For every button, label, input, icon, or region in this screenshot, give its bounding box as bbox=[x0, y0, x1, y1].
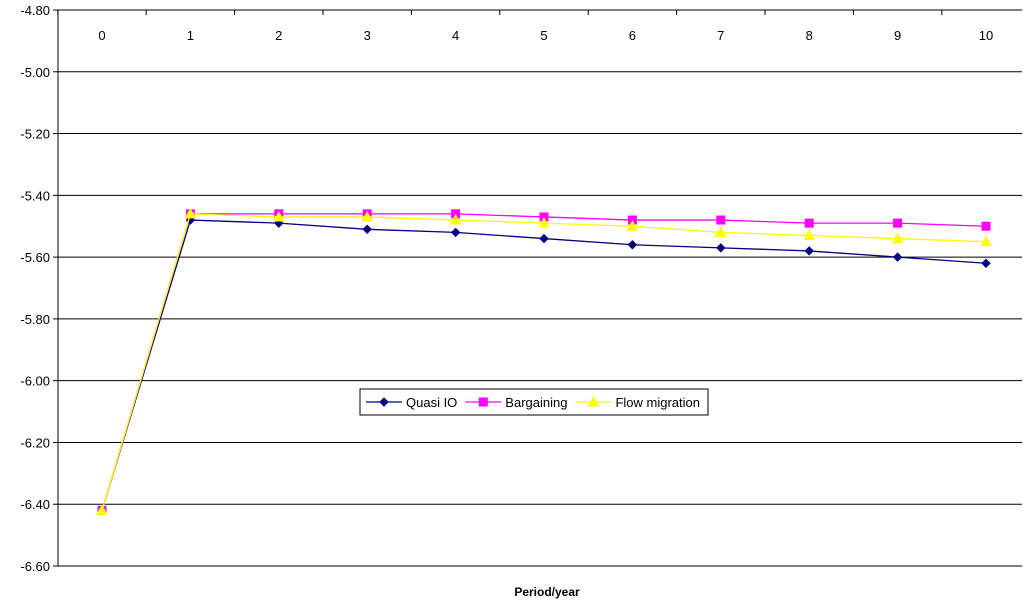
legend-label: Bargaining bbox=[505, 395, 567, 410]
x-tick-label: 6 bbox=[629, 28, 636, 43]
data-point bbox=[980, 235, 992, 247]
series-line bbox=[101, 213, 987, 511]
x-tick-label: 1 bbox=[187, 28, 194, 43]
x-axis-title: Period/year bbox=[514, 585, 580, 599]
data-point bbox=[716, 215, 726, 225]
data-point bbox=[449, 214, 462, 225]
x-tick-label: 4 bbox=[452, 28, 459, 43]
series-flow-migration bbox=[96, 207, 992, 515]
y-tick-label: -6.60 bbox=[20, 559, 50, 574]
y-tick-labels: -4.80 -5.00 -5.20 -5.40 -5.60 -5.80 -6.00 -6.20… bbox=[20, 3, 50, 574]
x-tick-label: 7 bbox=[717, 28, 724, 43]
legend-box bbox=[359, 388, 709, 416]
data-point bbox=[96, 504, 108, 515]
data-point bbox=[450, 227, 461, 238]
data-point bbox=[362, 224, 372, 235]
axes bbox=[53, 9, 1022, 567]
y-tick-label: -6.40 bbox=[20, 497, 50, 512]
y-tick-label: -5.60 bbox=[20, 250, 50, 265]
data-point bbox=[893, 218, 903, 228]
data-point bbox=[716, 243, 726, 253]
series-line bbox=[101, 213, 987, 511]
data-point bbox=[981, 221, 991, 231]
legend-label: Flow migration bbox=[615, 395, 700, 410]
x-tick-label: 5 bbox=[540, 28, 547, 43]
data-point bbox=[539, 233, 549, 244]
data-point bbox=[891, 232, 904, 244]
x-tick-label: 10 bbox=[979, 28, 993, 43]
data-point bbox=[361, 210, 374, 222]
legend-label: Quasi IO bbox=[406, 395, 457, 410]
data-point bbox=[981, 258, 991, 268]
y-tick-label: -5.20 bbox=[20, 127, 50, 142]
data-point bbox=[804, 246, 814, 256]
data-point bbox=[804, 218, 814, 228]
series-bargaining bbox=[97, 209, 991, 515]
x-tick-label: 2 bbox=[275, 28, 282, 43]
data-point bbox=[714, 226, 727, 237]
y-tick-label: -6.00 bbox=[20, 374, 50, 389]
data-point bbox=[538, 217, 550, 228]
x-tick-label: 9 bbox=[894, 28, 901, 43]
x-tick-label: 0 bbox=[98, 28, 105, 43]
data-point bbox=[184, 207, 197, 219]
series-line bbox=[101, 219, 987, 511]
y-tick-label: -5.40 bbox=[20, 188, 50, 203]
x-tick-labels: 0 1 2 3 4 5 6 7 8 9 10 bbox=[98, 28, 993, 43]
y-tick-label: -5.00 bbox=[20, 65, 50, 80]
data-point bbox=[272, 210, 285, 222]
gridlines bbox=[58, 71, 1022, 567]
x-tick-label: 3 bbox=[364, 28, 371, 43]
x-tick-label: 8 bbox=[806, 28, 813, 43]
legend: Quasi IO Bargaining Flow migration bbox=[359, 388, 709, 416]
legend-marker bbox=[478, 397, 488, 407]
data-point bbox=[627, 240, 638, 250]
y-tick-label: -4.80 bbox=[20, 3, 50, 18]
legend-marker bbox=[587, 395, 600, 407]
data-point bbox=[626, 220, 639, 231]
data-point bbox=[803, 229, 816, 240]
y-tick-label: -5.80 bbox=[20, 312, 50, 327]
legend-marker bbox=[379, 397, 389, 407]
data-point bbox=[892, 252, 903, 262]
series-lines bbox=[96, 207, 992, 516]
y-tick-label: -6.20 bbox=[20, 435, 50, 450]
series-quasi-io bbox=[97, 215, 991, 516]
